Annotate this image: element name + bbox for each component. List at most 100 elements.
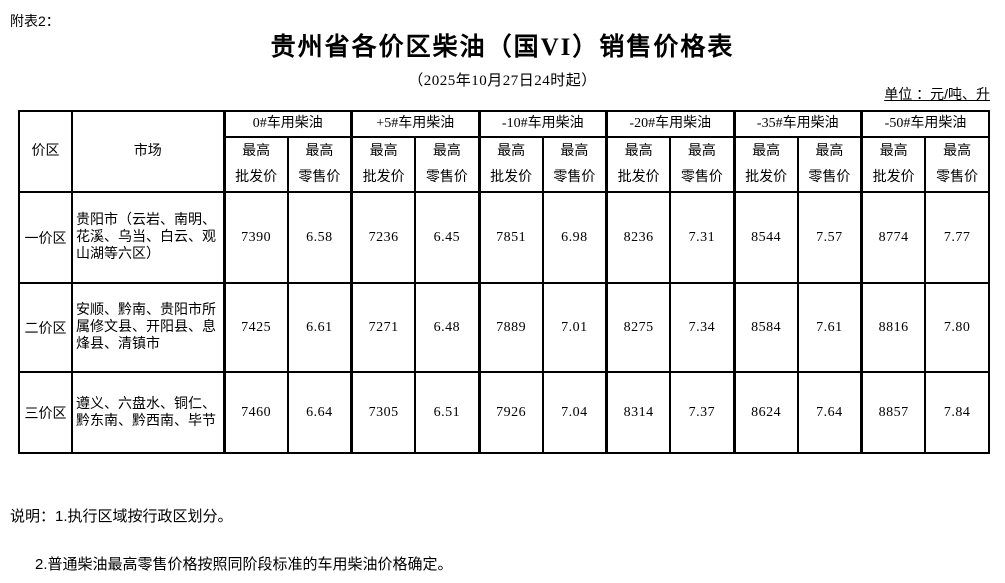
price-cell: 8857 [860,371,927,454]
zone-cell: 一价区 [18,191,73,284]
subheader-max-wholesale: 最高 批发价 [222,136,289,193]
subheader-max-wholesale: 最高 批发价 [477,136,544,193]
market-cell: 贵阳市（云岩、南明、花溪、乌当、白云、观山湖等六区） [71,191,225,284]
price-cell: 6.45 [414,191,480,284]
subheader-line-retail: 零售价 [680,169,723,185]
price-cell: 8774 [860,191,927,284]
subheader-line-max: 最高 [242,143,271,159]
market-cell: 遵义、六盘水、铜仁、黔东南、黔西南、毕节 [71,371,225,454]
subheader-line-max: 最高 [752,143,781,159]
price-cell: 6.64 [286,371,353,454]
price-cell: 8624 [732,371,799,454]
subheader-max-retail: 最高 零售价 [796,136,863,193]
subheader-max-retail: 最高 零售价 [414,136,480,193]
subheader-line-max: 最高 [815,143,844,159]
subheader-line-max: 最高 [687,143,716,159]
notes: 说明：1.执行区域按行政区划分。 2.普通柴油最高零售价格按照同阶段标准的车用柴… [10,505,453,574]
market-cell: 安顺、黔南、贵阳市所属修文县、开阳县、息烽县、清镇市 [71,282,225,373]
subheader-line-wholesale: 批发价 [745,169,788,185]
subheader-line-retail: 零售价 [425,169,468,185]
subheader-line-max: 最高 [305,143,334,159]
diesel-price-table: 价区 市场 0#车用柴油 +5#车用柴油 -10#车用柴油 -20#车用柴油 -… [18,110,990,454]
note-line-2: 2.普通柴油最高零售价格按照同阶段标准的车用柴油价格确定。 [35,556,453,573]
subheader-line-max: 最高 [624,143,653,159]
header-market: 市场 [71,110,225,193]
price-cell: 8584 [732,282,799,373]
price-cell: 7889 [477,282,544,373]
subheader-line-max: 最高 [432,143,461,159]
price-cell: 8544 [732,191,799,284]
price-cell: 7.77 [924,191,990,284]
table-row-zone-2: 二价区 安顺、黔南、贵阳市所属修文县、开阳县、息烽县、清镇市 7425 6.61… [18,282,990,373]
price-cell: 7926 [477,371,544,454]
subheader-line-max: 最高 [369,143,398,159]
subheader-line-retail: 零售价 [553,169,596,185]
effective-date: （2025年10月27日24时起） [408,73,597,89]
unit-label: 单位 ：元/吨、升 [884,86,990,102]
price-cell: 6.98 [541,191,608,284]
price-cell: 7.31 [669,191,735,284]
price-cell: 7236 [350,191,417,284]
price-cell: 7.80 [924,282,990,373]
subheader-line-retail: 零售价 [936,169,979,185]
header-fuel-minus50: -50#车用柴油 [860,110,990,138]
subheader-max-wholesale: 最高 批发价 [860,136,927,193]
price-cell: 7460 [222,371,289,454]
subheader-max-retail: 最高 零售价 [541,136,608,193]
price-cell: 7.34 [669,282,735,373]
price-cell: 7.37 [669,371,735,454]
price-cell: 8816 [860,282,927,373]
header-fuel-minus35: -35#车用柴油 [732,110,863,138]
header-zone: 价区 [18,110,73,193]
price-cell: 8275 [605,282,672,373]
price-cell: 7.57 [796,191,863,284]
subheader-max-retail: 最高 零售价 [286,136,353,193]
subheader-line-wholesale: 批发价 [362,169,405,185]
subheader-line-wholesale: 批发价 [617,169,660,185]
subheader-line-wholesale: 批发价 [872,169,915,185]
header-fuel-minus10: -10#车用柴油 [477,110,608,138]
price-cell: 6.51 [414,371,480,454]
subheader-line-max: 最高 [560,143,589,159]
subheader-line-wholesale: 批发价 [490,169,533,185]
price-cell: 6.58 [286,191,353,284]
table-row-zone-1: 一价区 贵阳市（云岩、南明、花溪、乌当、白云、观山湖等六区） 7390 6.58… [18,191,990,284]
subheader-max-retail: 最高 零售价 [669,136,735,193]
subheader-line-retail: 零售价 [808,169,851,185]
subheader-max-wholesale: 最高 批发价 [350,136,417,193]
header-row-price-types: 最高批发价 最高零售价 最高批发价 最高零售价 最高批发价 最高零售价 最高批发… [19,136,990,193]
subheader-max-retail: 最高 零售价 [924,136,990,193]
price-cell: 6.61 [286,282,353,373]
price-cell: 8236 [605,191,672,284]
price-cell: 7.84 [924,371,990,454]
header-row-fuel-types: 价区 市场 0#车用柴油 +5#车用柴油 -10#车用柴油 -20#车用柴油 -… [18,110,990,193]
price-cell: 8314 [605,371,672,454]
header-fuel-plus5: +5#车用柴油 [350,110,480,138]
subheader-line-max: 最高 [879,143,908,159]
note-line-1: 说明：1.执行区域按行政区划分。 [10,508,233,525]
price-cell: 7271 [350,282,417,373]
subheader-max-wholesale: 最高 批发价 [732,136,799,193]
price-cell: 7851 [477,191,544,284]
header-fuel-0: 0#车用柴油 [222,110,353,138]
table-row-zone-3: 三价区 遵义、六盘水、铜仁、黔东南、黔西南、毕节 7460 6.64 7305 … [18,371,990,454]
subheader-line-retail: 零售价 [298,169,341,185]
zone-cell: 三价区 [18,371,73,454]
header-fuel-minus20: -20#车用柴油 [605,110,735,138]
page-title: 贵州省各价区柴油（国VI）销售价格表 [270,34,735,61]
price-cell: 6.48 [414,282,480,373]
price-cell: 7.01 [541,282,608,373]
subheader-line-wholesale: 批发价 [235,169,278,185]
zone-cell: 二价区 [18,282,73,373]
price-cell: 7.64 [796,371,863,454]
annex-label: 附表2： [10,13,60,29]
subheader-line-max: 最高 [497,143,526,159]
price-cell: 7425 [222,282,289,373]
price-cell: 7305 [350,371,417,454]
subheader-max-wholesale: 最高 批发价 [605,136,672,193]
price-cell: 7390 [222,191,289,284]
price-cell: 7.04 [541,371,608,454]
price-cell: 7.61 [796,282,863,373]
subheader-line-max: 最高 [943,143,972,159]
